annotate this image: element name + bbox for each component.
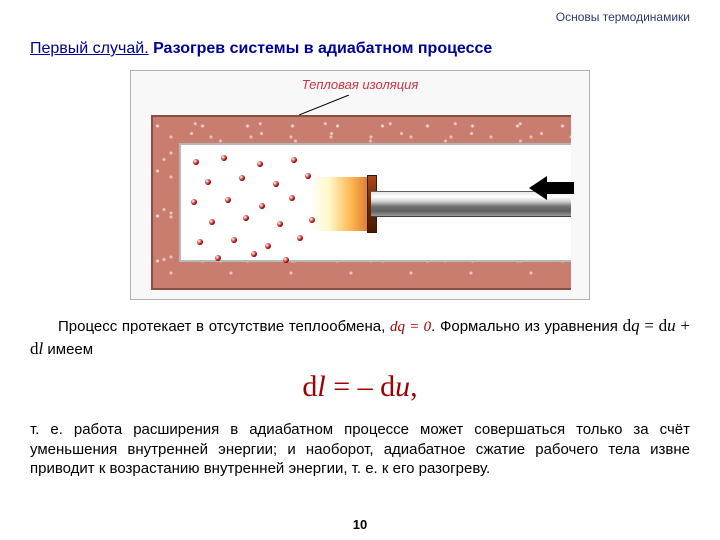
- gas-particle: [209, 219, 215, 225]
- main-equation: dl = – du,: [0, 370, 720, 404]
- gas-particle: [193, 159, 199, 165]
- gas-particle: [251, 251, 257, 257]
- chamber: [179, 143, 571, 262]
- gas-particle: [197, 239, 203, 245]
- gas-particle: [239, 175, 245, 181]
- slide-title: Первый случай. Разогрев системы в адиаба…: [30, 40, 690, 58]
- p1-intro: Процесс протекает в отсутствие теплообме…: [58, 318, 390, 335]
- gas-particle: [215, 255, 221, 261]
- gas-particle: [231, 237, 237, 243]
- gas-particle: [205, 179, 211, 185]
- p1-tail: имеем: [43, 341, 93, 358]
- leader-line: [299, 95, 359, 115]
- heat-gradient: [311, 177, 373, 231]
- gas-particle: [225, 197, 231, 203]
- gas-particle: [289, 195, 295, 201]
- insulation-layer: [151, 115, 571, 290]
- p1-dq0: dq = 0: [390, 319, 431, 335]
- p1-after: . Формально из уравнения: [431, 318, 622, 335]
- gas-particle: [273, 181, 279, 187]
- paragraph-1: Процесс протекает в отсутствие теплообме…: [30, 315, 690, 361]
- gas-particle: [297, 235, 303, 241]
- header-subject: Основы термодинамики: [556, 10, 690, 24]
- gas-particle: [277, 221, 283, 227]
- insulation-label: Тепловая изоляция: [131, 77, 589, 92]
- gas-particle: [257, 161, 263, 167]
- paragraph-2: т. е. работа расширения в адиабатном про…: [30, 420, 690, 479]
- gas-particle: [259, 203, 265, 209]
- arrow-left-icon: [529, 173, 574, 203]
- gas-particle: [221, 155, 227, 161]
- gas-particle: [283, 257, 289, 263]
- page-number: 10: [0, 517, 720, 532]
- gas-particle: [243, 215, 249, 221]
- gas-particle: [291, 157, 297, 163]
- title-main: Разогрев системы в адиабатном процессе: [149, 40, 493, 57]
- gas-area: [181, 145, 321, 260]
- gas-particle: [265, 243, 271, 249]
- gas-particle: [191, 199, 197, 205]
- figure: Тепловая изоляция: [130, 70, 590, 300]
- title-case: Первый случай.: [30, 40, 149, 57]
